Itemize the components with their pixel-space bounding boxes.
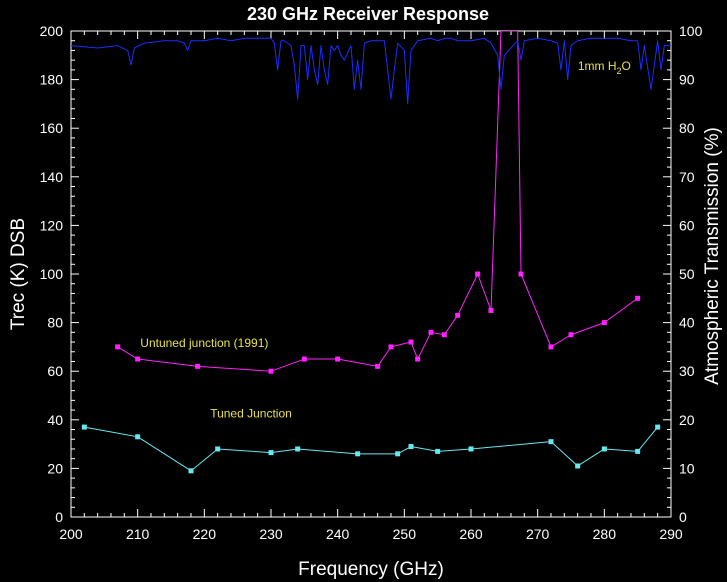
data-point-tuned-junction <box>655 424 661 430</box>
y2-tick-label: 80 <box>679 120 695 136</box>
data-point-untuned-junction-1991 <box>408 339 414 345</box>
x-tick-label: 220 <box>193 526 217 542</box>
series-line-1mm-h2o <box>71 37 671 105</box>
y-tick-label: 40 <box>47 412 63 428</box>
y2-tick-label: 40 <box>679 315 695 331</box>
data-point-tuned-junction <box>635 448 641 454</box>
data-point-untuned-junction-1991 <box>195 363 201 369</box>
y2-tick-label: 60 <box>679 217 695 233</box>
x-tick-label: 200 <box>59 526 83 542</box>
data-point-untuned-junction-1991 <box>568 332 574 338</box>
y-tick-label: 140 <box>40 169 64 185</box>
data-point-untuned-junction-1991 <box>388 344 394 350</box>
annotation-1mm-h2o: 1mm H2O <box>578 59 631 76</box>
data-point-untuned-junction-1991 <box>428 329 434 335</box>
data-point-untuned-junction-1991 <box>635 295 641 301</box>
data-point-tuned-junction <box>408 444 414 450</box>
x-axis-label: Frequency (GHz) <box>298 559 444 580</box>
y-tick-label: 0 <box>55 509 63 525</box>
data-point-tuned-junction <box>548 439 554 445</box>
data-point-tuned-junction <box>268 450 274 456</box>
data-point-tuned-junction <box>355 451 361 457</box>
y-tick-label: 160 <box>40 120 64 136</box>
data-point-tuned-junction <box>601 446 607 452</box>
x-tick-label: 280 <box>593 526 617 542</box>
x-tick-label: 290 <box>659 526 683 542</box>
data-point-untuned-junction-1991 <box>301 356 307 362</box>
data-point-tuned-junction <box>81 424 87 430</box>
data-point-tuned-junction <box>575 463 581 469</box>
y2-tick-label: 20 <box>679 412 695 428</box>
y-tick-label: 60 <box>47 363 63 379</box>
y-tick-label: 120 <box>40 217 64 233</box>
data-point-untuned-junction-1991 <box>135 356 141 362</box>
y2-tick-label: 10 <box>679 460 695 476</box>
data-point-untuned-junction-1991 <box>375 363 381 369</box>
x-tick-label: 270 <box>526 526 550 542</box>
data-point-untuned-junction-1991 <box>488 307 494 313</box>
data-point-tuned-junction <box>215 446 221 452</box>
y-tick-label: 100 <box>40 266 64 282</box>
data-point-tuned-junction <box>135 434 141 440</box>
data-point-untuned-junction-1991 <box>441 332 447 338</box>
data-point-untuned-junction-1991 <box>455 312 461 318</box>
data-point-tuned-junction <box>435 448 441 454</box>
x-tick-label: 240 <box>326 526 350 542</box>
y2-tick-label: 30 <box>679 363 695 379</box>
series-tuned-junction <box>81 424 661 474</box>
y2-axis-label: Atmospheric Transmission (%) <box>702 127 723 385</box>
data-point-untuned-junction-1991 <box>415 356 421 362</box>
series-line-tuned-junction <box>84 426 659 472</box>
x-tick-label: 250 <box>393 526 417 542</box>
data-point-untuned-junction-1991 <box>601 320 607 326</box>
y-axis-label: Trec (K) DSB <box>8 218 29 330</box>
series-1mm-h2o <box>71 37 671 105</box>
x-tick-label: 260 <box>459 526 483 542</box>
data-point-untuned-junction-1991 <box>518 271 524 277</box>
data-point-untuned-junction-1991 <box>268 368 274 374</box>
data-point-untuned-junction-1991 <box>335 356 341 362</box>
data-point-tuned-junction <box>295 446 301 452</box>
annotation-untuned-junction-1991: Untuned junction (1991) <box>140 336 268 350</box>
y2-tick-label: 70 <box>679 169 695 185</box>
y2-tick-label: 0 <box>679 509 687 525</box>
data-point-tuned-junction <box>188 468 194 474</box>
x-tick-label: 230 <box>259 526 283 542</box>
data-point-untuned-junction-1991 <box>115 344 121 350</box>
y2-tick-label: 90 <box>679 72 695 88</box>
y2-tick-label: 50 <box>679 266 695 282</box>
data-point-tuned-junction <box>468 446 474 452</box>
data-point-tuned-junction <box>395 451 401 457</box>
y-tick-label: 200 <box>40 23 64 39</box>
series-untuned-junction-1991 <box>115 31 641 374</box>
series-line-untuned-junction-1991 <box>117 31 638 372</box>
chart-title: 230 GHz Receiver Response <box>247 4 489 24</box>
y2-tick-label: 100 <box>679 23 703 39</box>
y-tick-label: 20 <box>47 460 63 476</box>
data-point-untuned-junction-1991 <box>548 344 554 350</box>
plot-layer: 200 210 220 230 240 250 260 270 280 2900204060801… <box>40 23 703 542</box>
y-tick-label: 180 <box>40 72 64 88</box>
y-tick-label: 80 <box>47 315 63 331</box>
data-point-untuned-junction-1991 <box>475 271 481 277</box>
x-tick-label: 210 <box>126 526 150 542</box>
annotation-tuned-junction: Tuned Junction <box>210 406 292 420</box>
